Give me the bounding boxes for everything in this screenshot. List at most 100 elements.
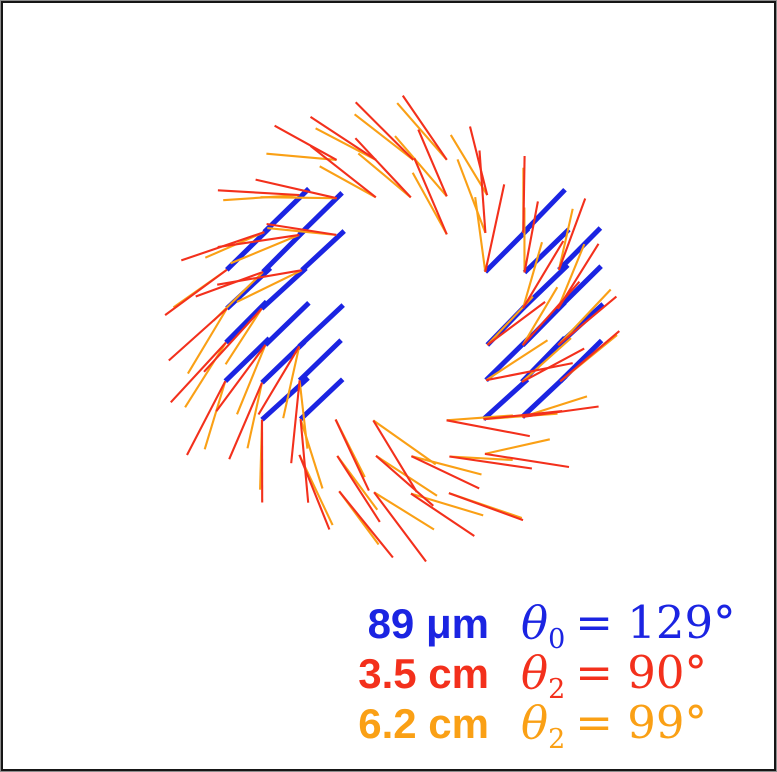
field-segment-red — [336, 455, 381, 523]
field-segment-blue — [521, 187, 567, 235]
field-segment-orange — [521, 337, 572, 383]
field-segment-red — [195, 271, 264, 298]
theta-symbol: θ — [521, 596, 549, 649]
field-segment-red — [334, 419, 370, 492]
field-segment-red — [484, 184, 506, 273]
theta-subscript: 0 — [548, 624, 566, 655]
field-segment-red — [299, 419, 310, 503]
field-segment-red — [217, 233, 300, 249]
legend: 89 μm θ0 = 129° 3.5 cm θ2 = 90° 6.2 cm θ2 =… — [317, 596, 736, 753]
field-segment-orange — [484, 438, 551, 455]
field-segment-red — [228, 382, 263, 460]
field-segment-blue — [557, 226, 603, 272]
field-segment-blue — [224, 299, 269, 345]
legend-theta-label: θ0 = 129° — [521, 596, 736, 653]
field-segment-red — [203, 307, 263, 373]
theta-symbol: θ — [521, 646, 549, 699]
field-segment-red — [446, 419, 530, 438]
field-segment-red — [410, 492, 475, 537]
field-segment-red — [375, 455, 434, 507]
field-segment-orange — [299, 418, 324, 489]
field-segment-blue — [260, 266, 308, 311]
field-segment-red — [309, 145, 377, 199]
field-segment-red — [485, 362, 573, 382]
field-segment-red — [266, 222, 337, 236]
field-segment-orange — [522, 241, 544, 309]
field-segment-red — [522, 405, 599, 419]
field-segment-red — [522, 155, 526, 233]
field-segment-blue — [298, 377, 345, 422]
field-segment-blue — [297, 303, 345, 349]
field-segment-red — [217, 269, 303, 286]
field-segment-orange — [357, 152, 412, 199]
field-segment-orange — [236, 269, 303, 303]
field-segment-red — [478, 150, 487, 233]
field-segment-red — [290, 380, 301, 464]
theta-value: = 99° — [575, 696, 708, 749]
field-segment-blue — [483, 226, 531, 274]
field-segment-red — [521, 281, 581, 346]
field-segment-orange — [411, 455, 482, 476]
field-segment-red — [338, 490, 394, 559]
legend-theta-label: θ2 = 99° — [521, 696, 708, 753]
field-segment-red — [521, 347, 585, 383]
field-segment-orange — [353, 113, 415, 161]
field-segment-red — [186, 380, 227, 456]
field-segment-orange — [474, 196, 487, 273]
theta-subscript: 2 — [548, 674, 566, 705]
field-segment-red — [298, 454, 331, 530]
field-segment-red — [523, 201, 539, 273]
field-segment-orange — [224, 308, 263, 365]
field-segment-blue — [297, 338, 343, 383]
field-segment-orange — [266, 152, 337, 161]
theta-symbol: θ — [521, 696, 549, 749]
legend-theta-label: θ2 = 90° — [521, 646, 708, 703]
legend-scale-label: 89 μm — [367, 600, 489, 647]
field-segment-red — [468, 126, 489, 196]
field-segment-orange — [485, 339, 549, 382]
field-segment-blue — [481, 377, 530, 422]
field-segment-orange — [396, 102, 448, 161]
field-segment-red — [354, 101, 415, 161]
theta-value: = 129° — [575, 596, 736, 649]
field-segment-red — [486, 301, 546, 346]
legend-scale-label: 3.5 cm — [358, 650, 489, 697]
field-segment-red — [164, 268, 228, 316]
theta-subscript: 2 — [548, 724, 566, 755]
legend-row: 89 μm θ0 = 129° — [317, 596, 736, 653]
field-segment-blue — [263, 301, 311, 347]
field-segment-red — [168, 307, 228, 362]
field-segment-red — [448, 492, 524, 522]
field-segment-orange — [230, 233, 300, 265]
field-segment-red — [413, 157, 448, 235]
field-segment-orange — [411, 172, 448, 235]
field-segment-orange — [260, 196, 337, 200]
field-segment-orange — [521, 286, 559, 346]
field-segment-red — [410, 455, 480, 490]
field-segment-red — [354, 137, 412, 199]
field-segment-orange — [236, 344, 267, 415]
field-segment-red — [401, 95, 448, 161]
field-segment-orange — [372, 419, 437, 466]
field-segment-orange — [446, 414, 513, 422]
field-segment-red — [449, 455, 533, 470]
field-segment-red — [417, 129, 448, 197]
field-segment-red — [255, 178, 337, 200]
field-segment-orange — [373, 491, 435, 531]
legend-row: 3.5 cm θ2 = 90° — [317, 646, 736, 703]
field-segment-orange — [394, 135, 448, 197]
field-segment-orange — [319, 165, 377, 199]
field-segment-orange — [557, 288, 612, 346]
field-segment-blue — [521, 263, 570, 310]
theta-value: = 90° — [575, 646, 708, 699]
field-segment-red — [484, 452, 570, 469]
field-segment-blue — [520, 374, 568, 419]
legend-scale-label: 6.2 cm — [358, 700, 489, 747]
field-segment-red — [309, 116, 377, 161]
field-segment-red — [217, 189, 300, 197]
field-segment-red — [274, 124, 338, 161]
field-segment-red — [559, 330, 620, 383]
field-segment-orange — [246, 382, 264, 449]
